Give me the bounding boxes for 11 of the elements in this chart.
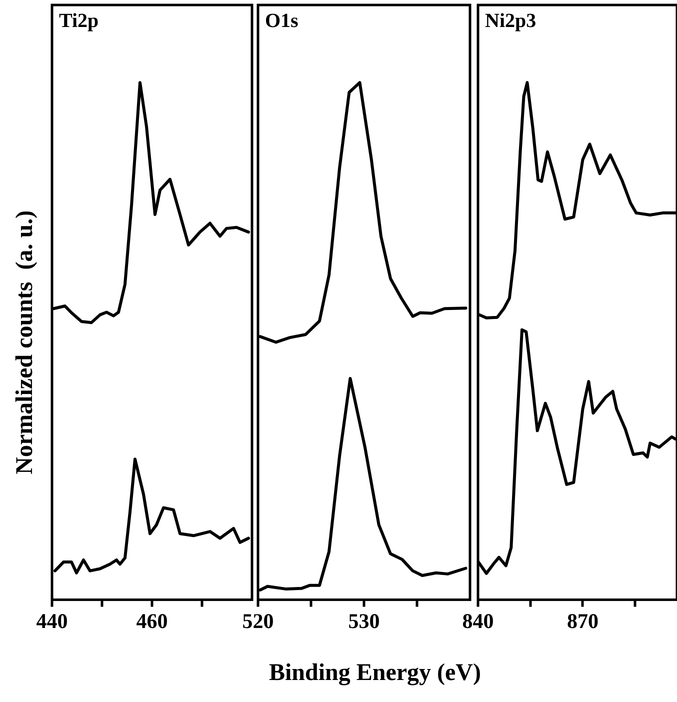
- x-tick-label: 840: [462, 608, 494, 633]
- x-tick-label: 460: [136, 608, 168, 633]
- x-tick-label: 520: [242, 608, 274, 633]
- chart-title: Ni2p3: [485, 10, 536, 32]
- chart-title: Ti2p: [59, 10, 99, 32]
- chart-title: O1s: [265, 10, 299, 32]
- x-axis-title: Binding Energy (eV): [268, 660, 482, 687]
- x-tick-label: 870: [566, 608, 598, 633]
- x-tick-label: 530: [348, 608, 380, 633]
- y-axis-title: Normalized counts (a. u.): [12, 210, 38, 474]
- x-tick-label: 440: [36, 608, 68, 633]
